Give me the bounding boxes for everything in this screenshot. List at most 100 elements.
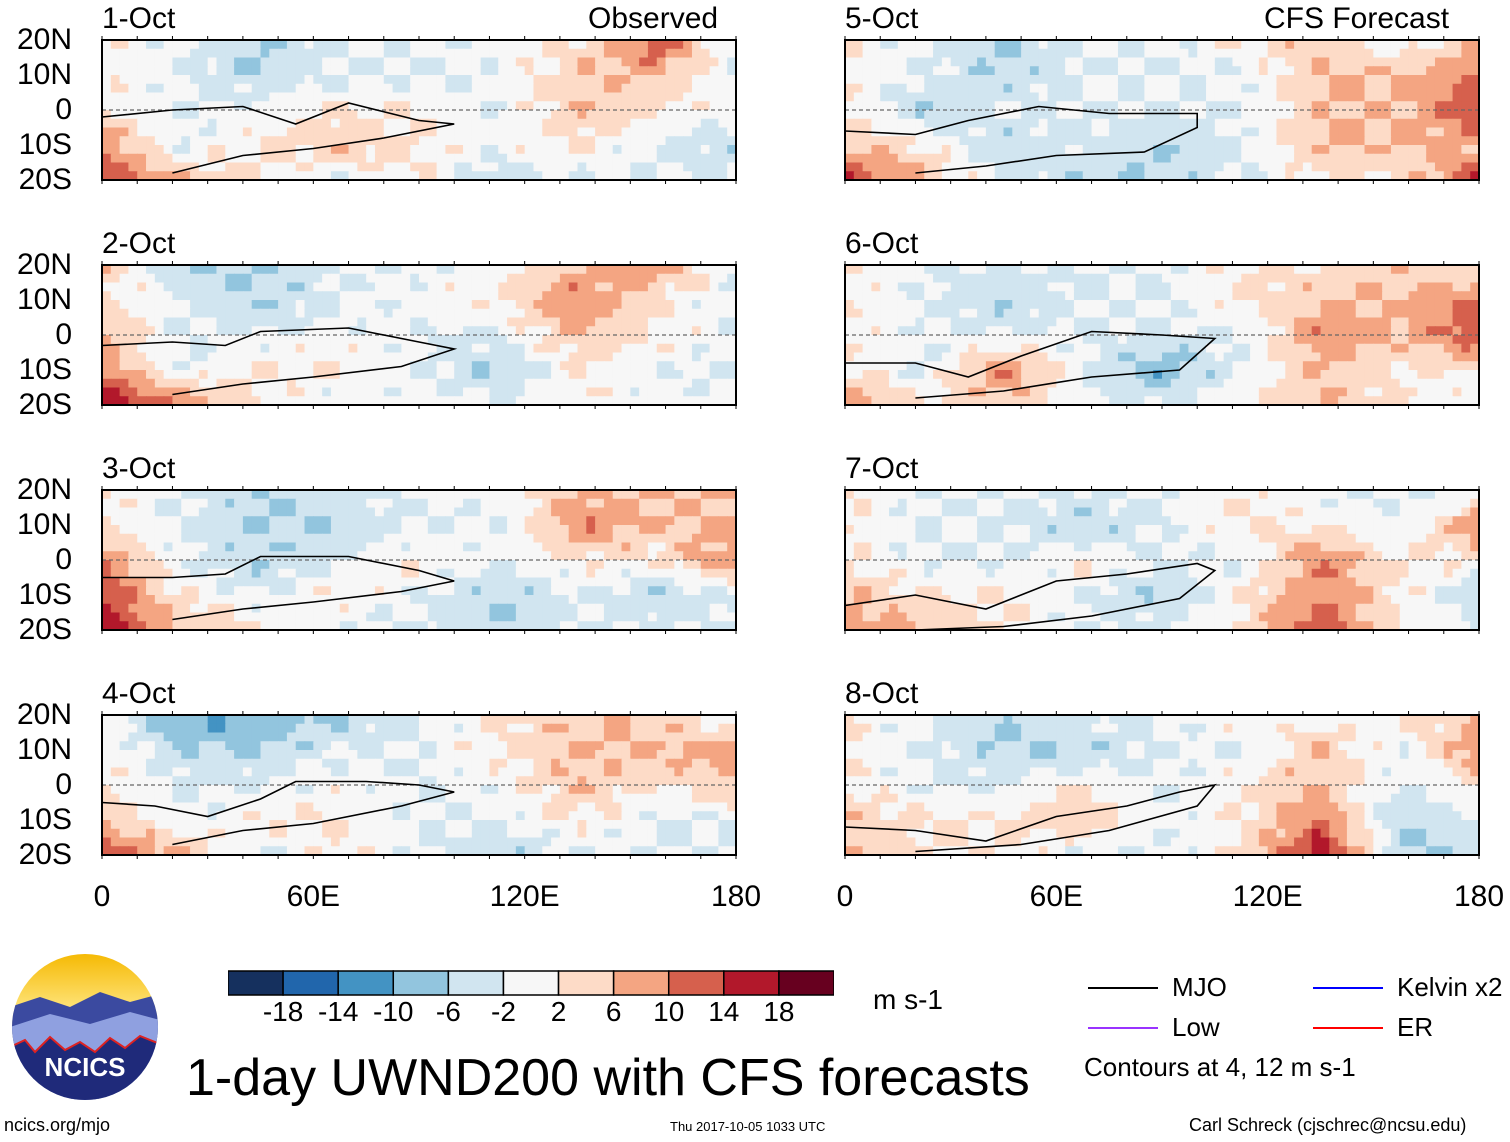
field-cell <box>568 127 579 137</box>
field-cell <box>234 507 244 517</box>
field-cell <box>463 48 473 59</box>
field-cell <box>242 802 253 812</box>
field-cell <box>419 758 429 769</box>
field-cell <box>401 793 411 804</box>
field-cell <box>1320 40 1330 50</box>
field-cell <box>181 396 191 406</box>
field-cell <box>524 577 535 587</box>
field-cell <box>410 525 420 535</box>
field-cell <box>665 110 675 120</box>
field-cell <box>401 300 411 310</box>
field-cell <box>630 837 640 847</box>
field-cell <box>1003 57 1013 67</box>
field-cell <box>251 370 262 380</box>
field-cell <box>137 577 147 587</box>
field-cell <box>656 66 667 76</box>
field-cell <box>330 110 341 120</box>
field-cell <box>595 75 605 85</box>
field-cell <box>286 291 297 301</box>
field-cell <box>286 603 297 614</box>
field-cell <box>234 828 244 839</box>
field-cell <box>665 490 675 500</box>
field-cell <box>102 145 112 155</box>
field-cell <box>119 378 130 389</box>
field-cell <box>1056 57 1066 67</box>
field-cell <box>251 846 262 856</box>
field-cell <box>454 352 464 362</box>
field-cell <box>146 551 156 561</box>
field-cell <box>198 265 209 275</box>
field-cell <box>718 145 728 155</box>
field-cell <box>304 136 314 146</box>
field-cell <box>551 525 561 535</box>
field-cell <box>718 741 728 751</box>
field-cell <box>374 568 385 579</box>
field-cell <box>498 776 508 786</box>
field-cell <box>727 560 737 570</box>
field-cell <box>727 776 737 786</box>
field-cell <box>603 92 614 102</box>
field-cell <box>559 732 570 742</box>
field-cell <box>542 57 552 67</box>
field-cell <box>137 595 147 605</box>
field-cell <box>286 846 297 856</box>
field-cell <box>110 378 121 389</box>
field-cell <box>339 595 350 605</box>
field-cell <box>102 273 112 284</box>
field-cell <box>515 110 526 120</box>
field-cell <box>154 265 165 275</box>
field-cell <box>172 828 182 839</box>
field-cell <box>427 758 438 769</box>
field-cell <box>933 40 943 50</box>
field-cell <box>427 767 438 777</box>
field-cell <box>656 75 667 85</box>
field-cell <box>410 92 420 102</box>
field-cell <box>278 387 288 397</box>
field-cell <box>471 802 482 812</box>
field-cell <box>225 370 235 380</box>
field-cell <box>1364 57 1374 67</box>
field-cell <box>463 741 473 751</box>
panel-1-Oct <box>101 36 737 184</box>
field-cell <box>216 48 226 59</box>
field-cell <box>551 828 561 839</box>
field-cell <box>278 265 288 275</box>
field-cell <box>154 300 165 310</box>
field-cell <box>234 516 244 526</box>
field-cell <box>709 595 719 605</box>
field-cell <box>304 110 314 120</box>
field-cell <box>207 145 218 155</box>
field-cell <box>357 75 367 85</box>
field-cell <box>489 370 499 380</box>
field-cell <box>507 767 517 777</box>
field-cell <box>630 396 640 406</box>
field-cell <box>216 136 226 146</box>
field-cell <box>313 828 323 839</box>
field-cell <box>154 828 165 839</box>
field-cell <box>154 291 165 301</box>
field-cell <box>595 145 605 155</box>
field-cell <box>683 300 693 310</box>
field-cell <box>691 57 702 67</box>
field-cell <box>242 343 253 354</box>
field-cell <box>163 507 174 517</box>
field-cell <box>845 40 855 50</box>
field-cell <box>366 750 376 760</box>
field-cell <box>357 48 367 59</box>
field-cell <box>322 145 332 155</box>
field-cell <box>348 498 358 509</box>
field-cell <box>392 811 402 821</box>
field-cell <box>603 741 614 751</box>
field-cell <box>119 837 130 847</box>
field-cell <box>251 75 262 85</box>
field-cell <box>674 387 684 397</box>
field-cell <box>639 145 649 155</box>
field-cell <box>383 92 394 102</box>
field-cell <box>154 612 165 622</box>
field-cell <box>295 568 306 579</box>
field-cell <box>436 153 447 164</box>
field-cell <box>454 603 464 614</box>
field-cell <box>454 498 464 509</box>
field-cell <box>524 802 535 812</box>
field-cell <box>392 758 402 769</box>
